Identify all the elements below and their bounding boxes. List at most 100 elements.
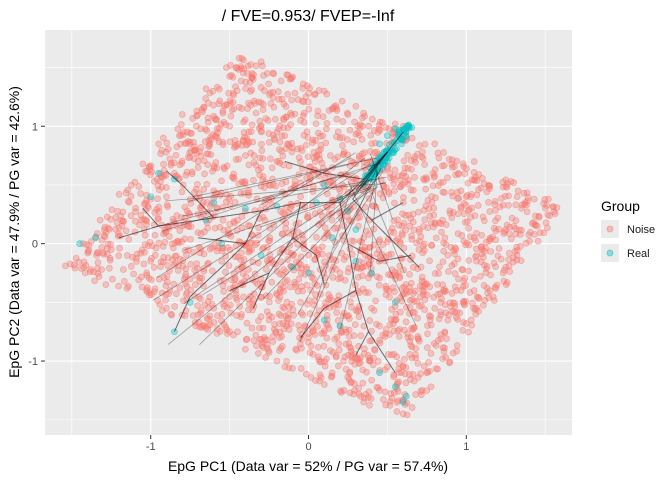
noise-point-75 (289, 252, 297, 259)
noise-point (370, 127, 378, 134)
noise-point (426, 212, 434, 220)
noise-point (173, 212, 181, 219)
noise-point (395, 365, 403, 373)
noise-point (382, 285, 390, 293)
noise-point (232, 156, 240, 163)
noise-point (347, 298, 354, 306)
noise-point (391, 288, 398, 296)
noise-point (259, 106, 267, 113)
noise-point (114, 207, 121, 215)
noise-point (324, 321, 332, 329)
noise-point (411, 173, 418, 181)
noise-point (335, 340, 343, 348)
noise-point (512, 217, 520, 224)
noise-point-6 (202, 85, 210, 93)
noise-point (325, 107, 333, 114)
noise-point (543, 224, 551, 232)
noise-point (323, 203, 330, 211)
graph-edge-32 (197, 237, 246, 245)
noise-point (194, 302, 201, 309)
graph-edge-19 (324, 290, 357, 309)
noise-point (330, 183, 338, 190)
noise-point (535, 212, 543, 220)
noise-point (161, 238, 169, 246)
noise-point (200, 186, 208, 193)
noise-point-77 (171, 169, 178, 177)
noise-point (163, 278, 171, 286)
noise-point-30 (123, 284, 131, 292)
noise-point-12 (391, 120, 399, 128)
noise-point (442, 241, 450, 248)
noise-point (408, 232, 415, 240)
noise-point (327, 152, 334, 159)
noise-point (234, 140, 242, 148)
noise-point (118, 222, 126, 230)
graph-edge-30 (292, 237, 317, 256)
graph-edge-15 (347, 243, 357, 291)
noise-point-59 (352, 175, 360, 183)
noise-point (446, 207, 454, 215)
noise-point (200, 157, 208, 165)
noise-point (258, 140, 265, 148)
noise-point (268, 278, 276, 286)
noise-point (505, 192, 512, 200)
noise-point (181, 247, 189, 254)
noise-point (329, 198, 337, 206)
noise-point (178, 157, 186, 165)
noise-point (404, 180, 412, 188)
noise-point (340, 309, 348, 317)
noise-point (496, 203, 504, 211)
graph-edge-24 (352, 198, 372, 221)
graph-edge-33 (355, 331, 369, 356)
noise-point (406, 310, 413, 317)
graph-edge-extra-0 (162, 162, 381, 232)
noise-point (354, 308, 361, 315)
noise-point (155, 203, 163, 211)
noise-point (115, 230, 122, 238)
noise-point (208, 267, 216, 275)
noise-point (419, 283, 427, 291)
noise-point (311, 331, 319, 338)
noise-point (295, 154, 303, 161)
noise-point (346, 368, 354, 376)
noise-point (297, 253, 305, 261)
noise-point (409, 218, 417, 226)
noise-point (144, 284, 151, 291)
real-point-25 (391, 383, 399, 391)
noise-point (342, 326, 350, 333)
noise-point (256, 336, 264, 343)
noise-point-64 (368, 304, 375, 312)
noise-point (253, 342, 260, 350)
noise-point (227, 309, 235, 317)
noise-point (249, 258, 257, 266)
noise-point (200, 250, 208, 258)
noise-point (191, 281, 199, 288)
noise-point (275, 310, 283, 318)
noise-point (469, 299, 476, 307)
noise-point (215, 138, 223, 145)
noise-point (299, 311, 307, 319)
noise-point-91 (368, 140, 375, 148)
graph-edge-extra-12 (156, 172, 355, 227)
noise-point (465, 241, 473, 249)
noise-point-11 (352, 102, 360, 110)
noise-point (493, 281, 501, 289)
noise-point (164, 261, 171, 269)
noise-point (143, 271, 151, 279)
noise-point (270, 70, 277, 78)
noise-point-84 (273, 357, 281, 365)
real-point (385, 154, 393, 162)
noise-point (375, 246, 383, 254)
noise-point (141, 231, 149, 239)
noise-point (194, 164, 202, 171)
noise-point (291, 89, 299, 97)
noise-point (205, 259, 212, 267)
noise-point-55 (210, 187, 218, 195)
noise-point (421, 296, 429, 304)
noise-point (330, 263, 337, 271)
noise-point (247, 88, 254, 95)
noise-point (280, 124, 288, 132)
graph-edge-extra-26 (258, 157, 352, 207)
graph-edge-extra-19 (183, 181, 387, 251)
noise-point (220, 288, 228, 295)
